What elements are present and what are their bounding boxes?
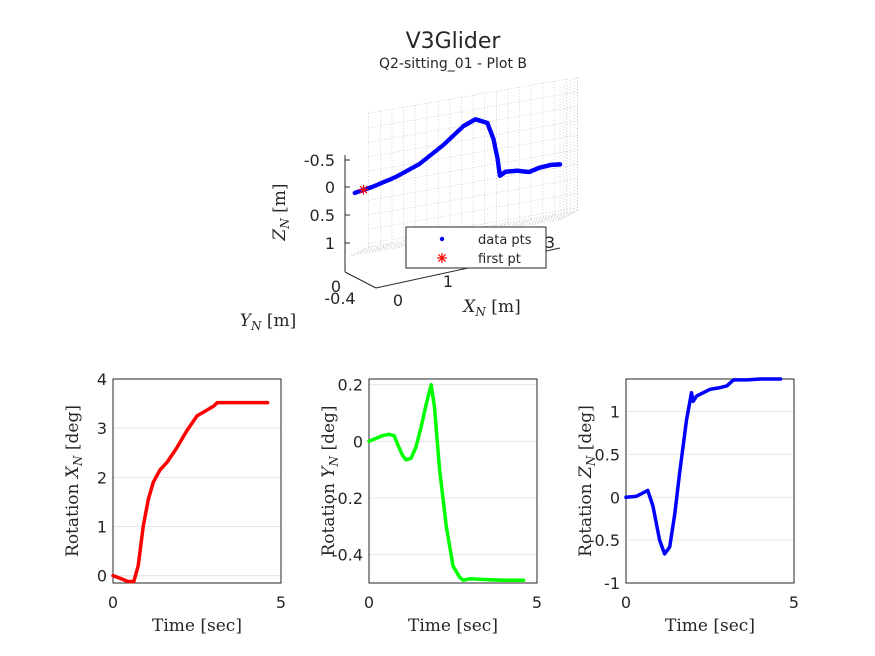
axes-frame — [368, 378, 538, 584]
y-tick-label: 0 — [393, 291, 403, 310]
gridline — [368, 91, 578, 128]
y-tick-label: 0.2 — [338, 376, 363, 395]
z-tick-label: 0.5 — [310, 206, 335, 225]
y-tick-label: 0 — [353, 432, 363, 451]
x-tick-label: 0 — [108, 593, 118, 612]
y-tick-label: 4 — [97, 370, 107, 389]
z-tick-label: -0.5 — [304, 151, 335, 170]
gridline — [534, 214, 555, 225]
y-axis-label: Rotation XN [deg] — [63, 405, 85, 557]
rotation-z-plot: -1 -0.5 0 0.5 1 0 5 Time [sec] Rotation ZN [deg] — [576, 377, 799, 636]
plot-area — [626, 379, 794, 583]
legend-label: data pts — [478, 233, 532, 248]
z-tick-label: 1 — [325, 234, 335, 253]
y-axis-label: YN [m] — [240, 311, 297, 333]
trajectory-3d-points — [352, 117, 563, 196]
series-line — [624, 377, 783, 556]
y-axis-label: Rotation YN [deg] — [319, 405, 341, 556]
rotation-x-plot: 0 1 2 3 4 0 5 Time [sec] Rotation XN [deg] — [63, 370, 286, 636]
data-point — [557, 162, 563, 167]
legend-dot-icon — [439, 236, 445, 242]
gridline — [368, 192, 578, 230]
z-tick-label: 0 — [325, 178, 335, 197]
legend-asterisk-icon — [437, 253, 447, 263]
legend-label: first pt — [478, 252, 521, 267]
y-tick-label: -0.4 — [332, 546, 363, 565]
x-tick-label: 5 — [276, 593, 286, 612]
x-tick-label: 0 — [364, 593, 374, 612]
gridline — [368, 163, 578, 201]
y-tick-label: -0.5 — [589, 531, 620, 550]
figure-title: V3Glider — [406, 29, 502, 54]
plot-area — [369, 379, 537, 583]
gridline — [368, 149, 578, 186]
x-tick-label: 0 — [621, 593, 631, 612]
series-line — [111, 400, 270, 584]
x-axis-label: Time [sec] — [152, 616, 242, 636]
y-axis-label: Rotation ZN [deg] — [576, 405, 598, 557]
y-tick-label: 0 — [331, 277, 341, 296]
y-tick-label: -0.2 — [332, 489, 363, 508]
x-axis-label: XN [m] — [461, 297, 520, 319]
x-tick-label: 1 — [443, 272, 453, 291]
y-tick-label: 0 — [610, 488, 620, 507]
asterisk-stroke — [359, 185, 368, 194]
rotation-y-plot: -0.4 -0.2 0 0.2 0 5 Time [sec] Rotation YN [deg… — [319, 376, 542, 636]
first-point-marker — [358, 184, 369, 195]
gridline — [558, 210, 578, 221]
gridline — [368, 178, 578, 215]
y-tick-label: 1 — [610, 403, 620, 422]
legend-box — [405, 226, 547, 269]
series-line — [367, 382, 526, 582]
figure-subtitle: Q2-sitting_01 - Plot B — [379, 56, 527, 72]
legend: data pts first pt — [405, 226, 547, 269]
gridline — [368, 120, 578, 157]
y-tick-label: 0 — [97, 567, 107, 586]
z-axis-label: ZN [m] — [270, 183, 292, 241]
y-tick-label: 3 — [97, 419, 107, 438]
y-tick-label: 1 — [97, 517, 107, 536]
x-tick-label: 5 — [789, 593, 799, 612]
y-tick-label: 2 — [97, 468, 107, 487]
y-tick-label: -0.4 — [324, 289, 355, 308]
x-axis-label: Time [sec] — [665, 616, 755, 636]
gridline — [368, 134, 578, 172]
gridline — [368, 76, 578, 114]
y-tick-label: 0.5 — [595, 445, 620, 464]
y-tick-label: -1 — [604, 574, 620, 593]
gridline — [368, 105, 578, 143]
gridline — [368, 207, 578, 244]
x-tick-label: 3 — [545, 233, 555, 252]
y-axis — [344, 271, 377, 289]
x-tick-label: 5 — [532, 593, 542, 612]
asterisk-stroke — [438, 254, 446, 262]
gridline — [372, 242, 393, 253]
axes-frame — [625, 378, 795, 584]
x-axis-label: Time [sec] — [408, 616, 498, 636]
axes-frame — [112, 378, 282, 584]
